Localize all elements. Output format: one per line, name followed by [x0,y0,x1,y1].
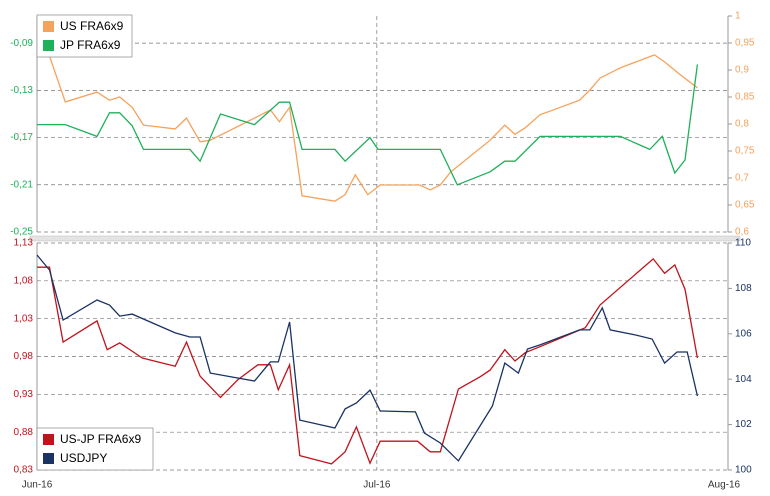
y-tick-label: -0,25 [10,227,33,238]
y-tick-label: 1,03 [14,313,34,324]
legend-label: JP FRA6x9 [60,38,121,52]
y2-tick-label: 104 [735,374,752,385]
y2-tick-label: 108 [735,283,752,294]
legend-swatch [43,453,54,464]
y2-tick-label: 0,7 [735,173,749,184]
y2-tick-label: 0,75 [735,146,755,157]
series-line [36,254,699,462]
legend-swatch [43,434,54,445]
y-tick-label: 1,08 [14,275,34,286]
y2-tick-label: 0,95 [735,38,755,49]
series-line [37,64,699,186]
y-tick-label: -0,17 [10,132,33,143]
legend-box [36,427,154,471]
panel-separator [29,235,741,242]
legend-swatch [43,21,54,32]
y2-tick-label: 0,6 [735,227,749,238]
y2-tick-label: 0,8 [735,119,749,130]
y2-tick-label: 100 [735,465,752,476]
y2-tick-label: 0,65 [735,200,755,211]
y-tick-label: 0,93 [14,389,34,400]
legend-label: US-JP FRA6x9 [60,432,141,446]
y2-tick-label: 102 [735,419,752,430]
y-tick-label: 0,98 [14,351,34,362]
y2-tick-label: 110 [735,238,751,249]
y-tick-label: 0,88 [14,427,34,438]
y-tick-label: 1,13 [14,238,34,249]
legend-label: USDJPY [60,451,107,465]
y2-tick-label: 0,9 [735,65,749,76]
y-tick-label: 0,83 [14,465,34,476]
x-tick-label: Jun-16 [22,480,53,491]
legend-swatch [43,40,54,51]
legend-label: US FRA6x9 [60,19,124,33]
x-tick-label: Jul-16 [363,480,391,491]
y-tick-label: -0,13 [10,85,33,96]
y2-tick-label: 1 [735,11,741,22]
y-tick-label: -0,21 [10,179,33,190]
y-tick-label: -0,09 [10,38,33,49]
series-line [36,19,698,202]
y2-tick-label: 0,85 [735,92,755,103]
x-tick-label: Aug-16 [708,480,741,491]
y2-tick-label: 106 [735,328,752,339]
